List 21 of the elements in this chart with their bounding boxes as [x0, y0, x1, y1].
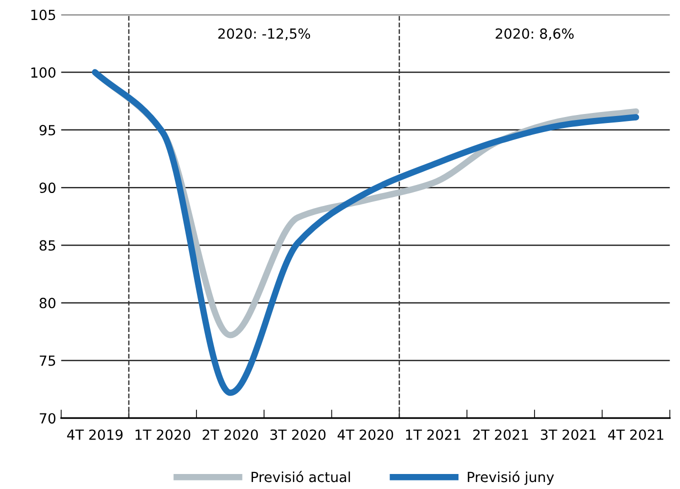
y-tick-label: 100 [31, 67, 56, 78]
y-tick-label: 70 [40, 413, 56, 424]
legend-label: Previsió actual [252, 470, 350, 482]
legend-label: Previsió juny [468, 470, 554, 485]
y-tick-label: 90 [40, 182, 56, 194]
x-tick-label: 3T 2021 [540, 429, 596, 440]
y-tick-label: 75 [40, 356, 56, 366]
y-tick-label: 80 [40, 298, 56, 308]
x-tick-label: 2T 2020 [202, 429, 258, 440]
y-tick-label: 105 [31, 10, 56, 20]
x-tick-label: 2T 2021 [473, 429, 528, 440]
x-tick-label: 4T 2019 [67, 429, 123, 440]
x-tick-label: 4T 2020 [338, 429, 394, 440]
y-tick-label: 95 [40, 124, 56, 136]
annotation: 2020: -12,5% [218, 28, 310, 40]
x-tick-label: 1T 2021 [406, 429, 460, 440]
x-tick-label: 4T 2021 [608, 429, 664, 440]
annotation: 2020: 8,6% [496, 28, 574, 40]
x-tick-label: 3T 2020 [270, 429, 326, 440]
x-tick-label: 1T 2020 [136, 429, 190, 440]
y-tick-label: 85 [40, 240, 56, 251]
